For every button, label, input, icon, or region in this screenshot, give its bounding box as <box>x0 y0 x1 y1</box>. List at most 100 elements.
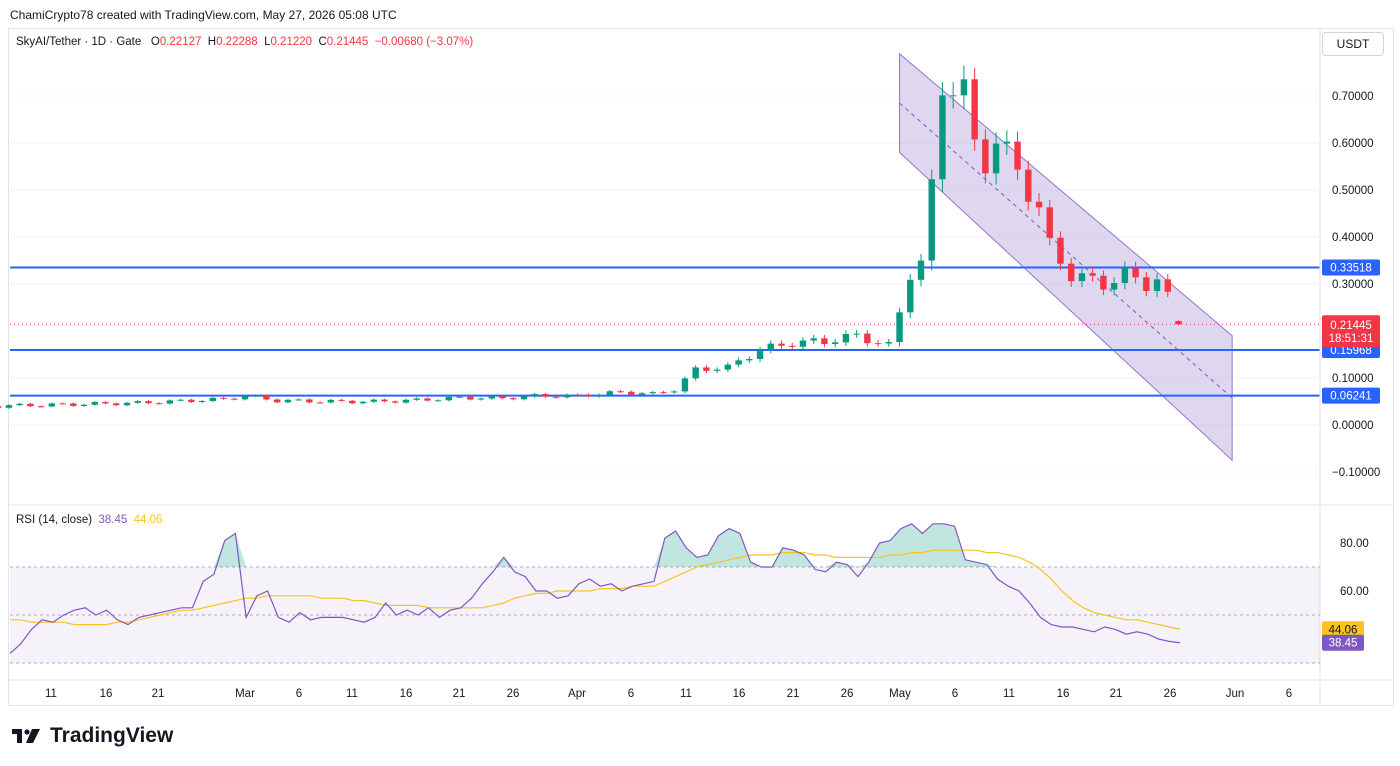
candle <box>445 395 453 402</box>
candle <box>821 335 828 348</box>
candle <box>1068 257 1075 287</box>
candle <box>971 67 978 151</box>
candle <box>746 356 753 363</box>
candle-body <box>767 343 774 351</box>
tradingview-logo[interactable]: TradingView <box>12 724 173 748</box>
candle-body <box>413 398 420 400</box>
candle <box>864 330 871 347</box>
candle <box>510 397 517 401</box>
candle <box>306 398 313 404</box>
candle <box>1100 270 1107 295</box>
candle-body <box>563 394 571 398</box>
candle <box>617 389 624 394</box>
high-label: H <box>207 36 217 48</box>
time-tick-label: 26 <box>507 688 520 700</box>
price-tick-label: 0.00000 <box>1332 420 1374 432</box>
candle <box>134 400 141 404</box>
last-price-tag <box>1322 315 1380 348</box>
price-change: −0.00680 (−3.07%) <box>374 36 474 48</box>
candle <box>542 392 549 398</box>
time-tick-label: 6 <box>296 688 302 700</box>
candle-body <box>724 364 732 370</box>
candle-body <box>1121 267 1129 283</box>
candle-body <box>928 179 935 261</box>
last-price-label: 0.21445 <box>1330 320 1372 332</box>
candle-body <box>134 401 141 403</box>
candle-body <box>1132 267 1139 278</box>
candle <box>1121 261 1129 290</box>
candle <box>853 329 860 338</box>
rsi-overbought-fill <box>213 523 998 567</box>
symbol-name[interactable]: SkyAI/Tether · 1D · Gate <box>16 36 142 48</box>
rsi-ma-tag <box>1322 621 1364 638</box>
time-tick-label: 21 <box>787 688 800 700</box>
candle-body <box>1089 273 1096 276</box>
level-price-label: 0.33518 <box>1330 262 1372 274</box>
candle <box>123 401 131 407</box>
rsi-tick-label: 80.00 <box>1340 538 1369 550</box>
rsi-line <box>9 523 1181 654</box>
candle <box>574 393 581 396</box>
candle <box>810 334 817 345</box>
candle-body <box>649 392 656 394</box>
candle-body <box>1143 277 1150 291</box>
candle <box>424 397 431 402</box>
candle-body <box>456 396 463 398</box>
candle <box>338 398 345 402</box>
candle <box>703 365 710 374</box>
candle <box>595 393 603 398</box>
candle <box>671 390 678 394</box>
candle-body <box>703 367 710 371</box>
candle <box>767 340 774 354</box>
candle <box>499 395 506 400</box>
rsi-ma-legend-value: 44.06 <box>133 514 163 526</box>
candle-body <box>713 369 721 371</box>
candle-body <box>520 396 528 400</box>
candle-body <box>231 398 238 400</box>
candle <box>0 406 2 408</box>
candle <box>284 398 292 404</box>
candle <box>552 395 560 399</box>
candle-body <box>896 312 903 343</box>
level-price-tag <box>1322 387 1380 404</box>
candle <box>102 401 109 405</box>
rsi-ma-line <box>10 549 1181 630</box>
rsi-legend: RSI (14, close) 38.45 44.06 <box>16 514 162 526</box>
candle-body <box>1003 141 1011 144</box>
chart-credit: ChamiCrypto78 created with TradingView.c… <box>10 8 397 22</box>
candle-body <box>1164 279 1171 292</box>
candle <box>520 395 528 401</box>
open-label: O <box>150 36 160 48</box>
candle-body <box>595 394 603 397</box>
candle-body <box>113 403 120 406</box>
candle-body <box>1057 237 1064 264</box>
price-tick-label: 0.60000 <box>1332 138 1374 150</box>
candle <box>982 129 989 184</box>
time-tick-label: Jun <box>1226 688 1245 700</box>
candle <box>467 395 474 401</box>
candle <box>960 65 968 110</box>
high-value: 0.22288 <box>216 36 258 48</box>
currency-button[interactable]: USDT <box>1322 32 1384 56</box>
candle <box>649 390 656 395</box>
candle-body <box>166 400 174 404</box>
candle <box>563 393 571 399</box>
candle-body <box>1025 169 1032 202</box>
candle-body <box>853 333 860 335</box>
candle <box>735 357 742 368</box>
channel-midline <box>899 102 1233 399</box>
candle <box>789 342 796 350</box>
candle <box>402 398 410 404</box>
candle <box>1078 267 1086 288</box>
time-tick-label: 16 <box>400 688 413 700</box>
candle-body <box>327 399 335 403</box>
candle <box>713 367 721 374</box>
candle-body <box>917 260 925 280</box>
candle <box>681 376 689 394</box>
rsi-label[interactable]: RSI (14, close) <box>16 514 93 526</box>
candle <box>531 392 538 398</box>
candle <box>198 400 206 404</box>
candle <box>48 402 56 408</box>
price-tick-label: −0.10000 <box>1332 467 1380 479</box>
